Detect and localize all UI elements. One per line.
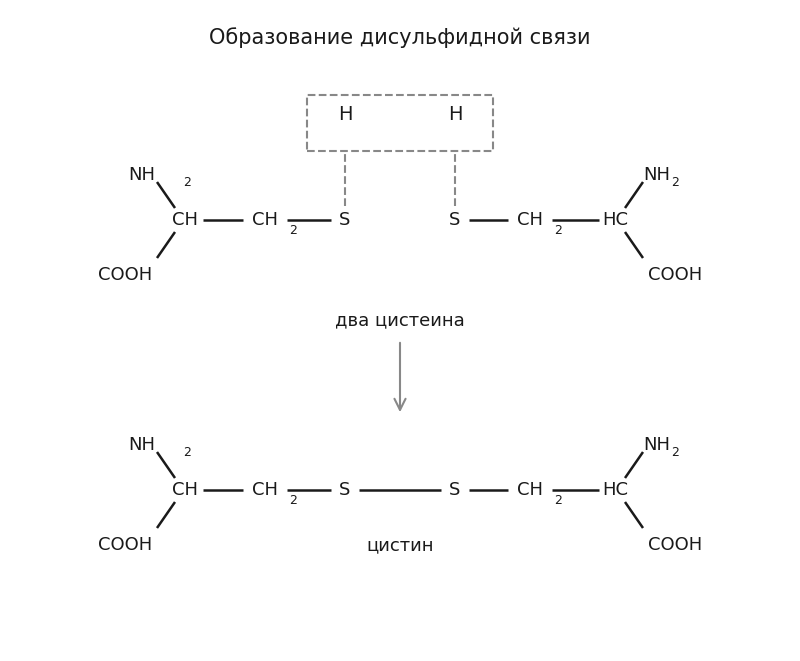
Text: NH: NH (643, 166, 670, 184)
Text: CH: CH (517, 211, 543, 229)
Text: S: S (450, 211, 461, 229)
Text: S: S (450, 481, 461, 499)
Text: H: H (448, 106, 462, 124)
Text: COOH: COOH (98, 266, 152, 284)
Text: Образование дисульфидной связи: Образование дисульфидной связи (210, 28, 590, 48)
Text: два цистеина: два цистеина (335, 311, 465, 329)
Text: COOH: COOH (98, 536, 152, 554)
Text: 2: 2 (554, 494, 562, 506)
Text: NH: NH (643, 436, 670, 454)
Text: цистин: цистин (366, 536, 434, 554)
Text: NH: NH (128, 166, 155, 184)
Text: 2: 2 (671, 446, 679, 459)
Text: CH: CH (172, 211, 198, 229)
Text: COOH: COOH (648, 266, 702, 284)
Text: 2: 2 (671, 176, 679, 190)
Text: HC: HC (602, 211, 628, 229)
Text: NH: NH (128, 436, 155, 454)
Text: 2: 2 (289, 494, 297, 506)
Text: 2: 2 (289, 223, 297, 237)
Bar (307, 95, 493, 151)
Text: 2: 2 (183, 176, 191, 190)
Text: COOH: COOH (648, 536, 702, 554)
Text: CH: CH (252, 211, 278, 229)
Text: 2: 2 (554, 223, 562, 237)
Text: S: S (339, 481, 350, 499)
Text: H: H (338, 106, 352, 124)
Text: CH: CH (517, 481, 543, 499)
Text: S: S (339, 211, 350, 229)
Text: CH: CH (252, 481, 278, 499)
Text: 2: 2 (183, 446, 191, 459)
Text: HC: HC (602, 481, 628, 499)
Text: CH: CH (172, 481, 198, 499)
